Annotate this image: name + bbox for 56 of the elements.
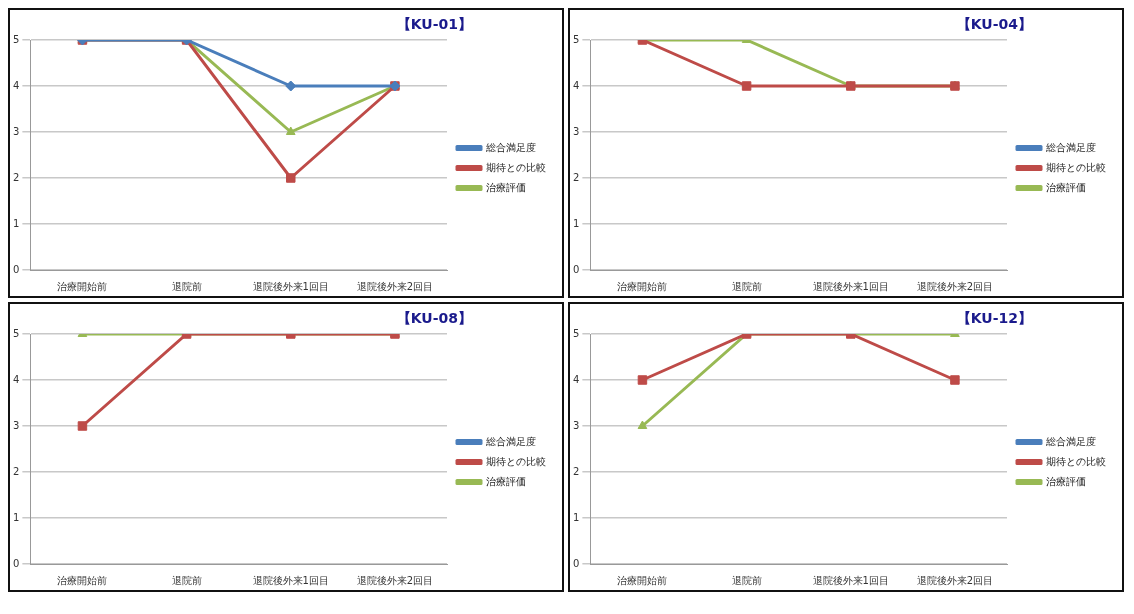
y-tick-label: 0 bbox=[12, 557, 20, 569]
x-tick-label: 退院前 bbox=[731, 280, 762, 292]
y-tick-label: 1 bbox=[572, 217, 580, 229]
x-tick-label: 退院前 bbox=[171, 574, 202, 586]
legend-label: 治療評価 bbox=[486, 181, 526, 193]
chart-title: 【KU-08】 bbox=[396, 310, 472, 328]
x-tick-label: 退院後外来2回目 bbox=[916, 280, 994, 292]
legend-label: 治療評価 bbox=[1046, 181, 1086, 193]
legend-label: 総合満足度 bbox=[1045, 435, 1096, 447]
y-tick-label: 4 bbox=[12, 79, 20, 91]
y-tick-label: 0 bbox=[572, 263, 580, 275]
y-tick-label: 5 bbox=[12, 327, 20, 339]
x-tick-label: 退院後外来2回目 bbox=[356, 574, 434, 586]
legend-label: 総合満足度 bbox=[485, 435, 536, 447]
y-tick-label: 2 bbox=[572, 465, 580, 477]
legend-label: 治療評価 bbox=[486, 475, 526, 487]
y-tick-label: 0 bbox=[572, 557, 580, 569]
legend-label: 期待との比較 bbox=[1046, 455, 1106, 467]
legend-label: 期待との比較 bbox=[1046, 161, 1106, 173]
y-tick-label: 4 bbox=[572, 373, 580, 385]
y-tick-label: 3 bbox=[572, 125, 580, 137]
x-tick-label: 治療開始前 bbox=[57, 280, 108, 292]
y-tick-label: 3 bbox=[12, 125, 20, 137]
x-tick-label: 退院後外来1回目 bbox=[812, 574, 889, 586]
legend-label: 期待との比較 bbox=[486, 455, 546, 467]
legend-label: 総合満足度 bbox=[485, 141, 536, 153]
chart-title: 【KU-01】 bbox=[396, 16, 472, 34]
y-tick-label: 2 bbox=[572, 171, 580, 183]
x-tick-label: 退院後外来1回目 bbox=[812, 280, 889, 292]
legend-label: 総合満足度 bbox=[1045, 141, 1096, 153]
chart-title: 【KU-12】 bbox=[956, 310, 1032, 328]
y-tick-label: 5 bbox=[12, 33, 20, 45]
legend-label: 治療評価 bbox=[1046, 475, 1086, 487]
y-tick-label: 2 bbox=[12, 465, 20, 477]
x-tick-label: 治療開始前 bbox=[57, 574, 108, 586]
y-tick-label: 5 bbox=[572, 327, 580, 339]
y-tick-label: 3 bbox=[12, 419, 20, 431]
x-tick-label: 退院後外来2回目 bbox=[916, 574, 994, 586]
y-tick-label: 4 bbox=[572, 79, 580, 91]
chart-title: 【KU-04】 bbox=[956, 16, 1032, 34]
y-tick-label: 0 bbox=[12, 263, 20, 275]
x-tick-label: 退院後外来2回目 bbox=[356, 280, 434, 292]
x-tick-label: 退院後外来1回目 bbox=[252, 574, 329, 586]
x-tick-label: 治療開始前 bbox=[617, 280, 668, 292]
x-tick-label: 退院前 bbox=[171, 280, 202, 292]
x-tick-label: 退院後外来1回目 bbox=[252, 280, 329, 292]
x-tick-label: 治療開始前 bbox=[617, 574, 668, 586]
legend-label: 期待との比較 bbox=[486, 161, 546, 173]
x-tick-label: 退院前 bbox=[731, 574, 762, 586]
y-tick-label: 2 bbox=[12, 171, 20, 183]
y-tick-label: 5 bbox=[572, 33, 580, 45]
y-tick-label: 3 bbox=[572, 419, 580, 431]
y-tick-label: 4 bbox=[12, 373, 20, 385]
y-tick-label: 1 bbox=[572, 511, 580, 523]
y-tick-label: 1 bbox=[12, 511, 20, 523]
y-tick-label: 1 bbox=[12, 217, 20, 229]
